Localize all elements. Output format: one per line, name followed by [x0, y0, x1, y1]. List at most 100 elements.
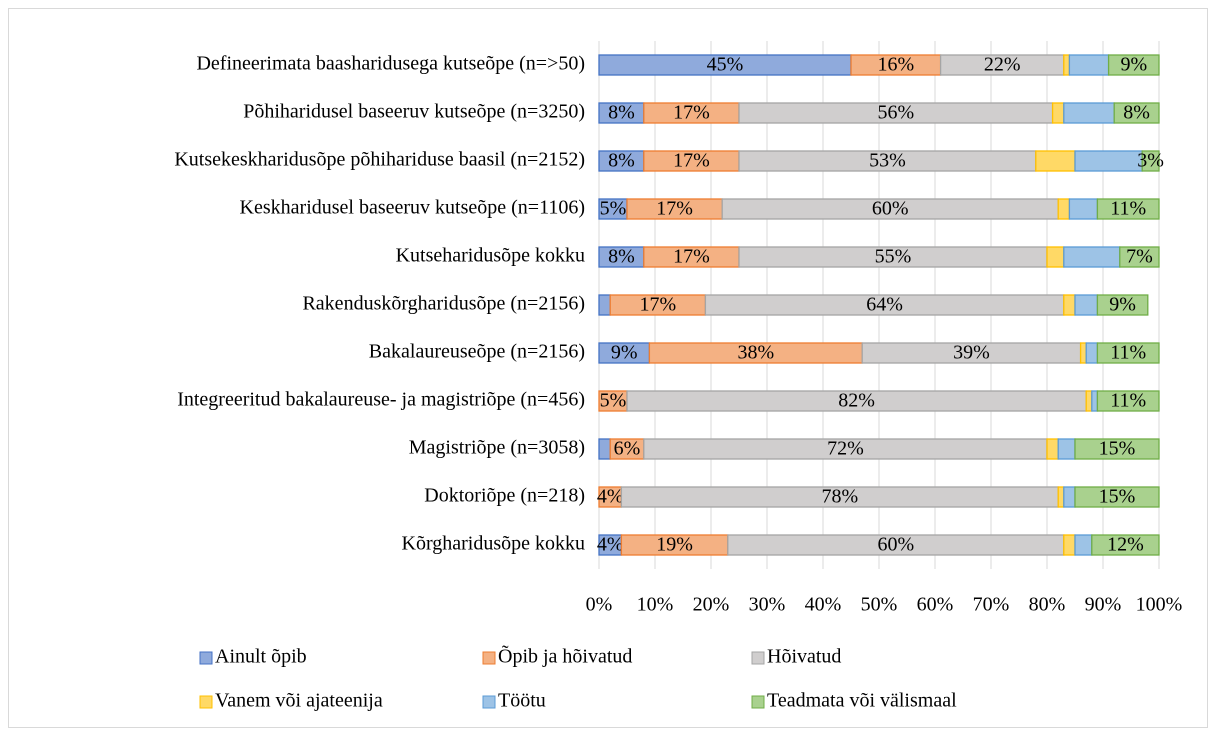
- data-label: 55%: [875, 246, 912, 268]
- data-label: 7%: [1126, 246, 1153, 268]
- data-label: 39%: [953, 342, 990, 364]
- legend-label: Õpib ja hõivatud: [498, 644, 632, 668]
- category-label: Kutsekeskharidusõpe põhihariduse baasil …: [174, 149, 585, 171]
- bar-segment: [1057, 486, 1065, 508]
- x-tick-label: 80%: [1029, 594, 1066, 616]
- legend-swatch: [751, 651, 765, 665]
- bar-segment: [1057, 198, 1071, 220]
- bar-segment: [1074, 438, 1160, 460]
- bar-segment: [1085, 342, 1099, 364]
- x-tick-label: 0%: [586, 594, 613, 616]
- category-label: Magistriõpe (n=3058): [409, 437, 585, 459]
- legend-label: Teadmata või välismaal: [767, 690, 957, 712]
- bar-segment: [598, 438, 611, 460]
- bar-segment: [598, 294, 611, 316]
- bar-segment: [1079, 342, 1087, 364]
- data-label: 17%: [639, 294, 676, 316]
- data-label: 11%: [1110, 198, 1146, 220]
- bar-segment: [1051, 102, 1065, 124]
- data-label: 8%: [608, 246, 635, 268]
- bar-segment: [1119, 246, 1160, 268]
- data-label: 60%: [872, 198, 909, 220]
- x-tick-label: 70%: [973, 594, 1010, 616]
- category-label: Kõrgharidusõpe kokku: [402, 533, 586, 555]
- bar-segment: [1046, 246, 1065, 268]
- data-label: 3%: [1137, 150, 1164, 172]
- bar-segment: [1063, 294, 1076, 316]
- data-label: 11%: [1110, 342, 1146, 364]
- bar-segment: [1091, 534, 1160, 556]
- legend-swatch: [199, 651, 213, 665]
- x-tick-label: 50%: [861, 594, 898, 616]
- x-tick-label: 60%: [917, 594, 954, 616]
- category-label: Kutseharidusõpe kokku: [396, 245, 585, 267]
- x-tick-label: 20%: [693, 594, 730, 616]
- data-label: 15%: [1099, 486, 1136, 508]
- data-label: 60%: [877, 534, 914, 556]
- legend-swatch: [482, 651, 496, 665]
- x-tick-label: 30%: [749, 594, 786, 616]
- data-label: 17%: [673, 102, 710, 124]
- data-label: 8%: [1123, 102, 1150, 124]
- category-label: Doktoriõpe (n=218): [424, 485, 585, 507]
- data-label: 22%: [984, 54, 1021, 76]
- data-label: 4%: [597, 486, 624, 508]
- category-label: Rakenduskõrgharidusõpe (n=2156): [302, 293, 585, 315]
- data-label: 8%: [608, 150, 635, 172]
- data-label: 53%: [869, 150, 906, 172]
- data-label: 12%: [1107, 534, 1144, 556]
- bar-segment: [1096, 390, 1160, 412]
- data-label: 8%: [608, 102, 635, 124]
- bar-segment: [1074, 486, 1160, 508]
- bar-segment: [1085, 390, 1093, 412]
- category-label: Defineerimata baasharidusega kutseõpe (n…: [196, 53, 585, 75]
- bar-segment: [1096, 198, 1160, 220]
- data-label: 17%: [673, 150, 710, 172]
- data-label: 9%: [1120, 54, 1147, 76]
- x-tick-label: 40%: [805, 594, 842, 616]
- bar-segment: [1107, 54, 1160, 76]
- data-label: 72%: [827, 438, 864, 460]
- bar-segment: [1074, 294, 1099, 316]
- bar-segment: [1063, 486, 1076, 508]
- category-label: Integreeritud bakalaureuse- ja magistriõ…: [177, 389, 585, 411]
- bar-segment: [1063, 102, 1115, 124]
- legend-swatch: [199, 695, 213, 709]
- bar-segment: [1057, 438, 1076, 460]
- legend-label: Hõivatud: [767, 646, 841, 668]
- legend-label: Töötu: [498, 690, 546, 712]
- bar-segment: [1074, 534, 1093, 556]
- bar-segment: [1096, 342, 1160, 364]
- data-label: 45%: [707, 54, 744, 76]
- legend-swatch: [751, 695, 765, 709]
- bar-segment: [1063, 534, 1076, 556]
- bar-segment: [1096, 294, 1149, 316]
- category-label: Põhiharidusel baseeruv kutseõpe (n=3250): [243, 101, 585, 123]
- x-tick-label: 10%: [637, 594, 674, 616]
- data-label: 4%: [597, 534, 624, 556]
- legend-swatch: [482, 695, 496, 709]
- category-label: Keskharidusel baseeruv kutseõpe (n=1106): [240, 197, 585, 219]
- bar-segment: [1068, 198, 1099, 220]
- data-label: 78%: [821, 486, 858, 508]
- bar-segment: [1074, 150, 1143, 172]
- data-label: 9%: [1109, 294, 1136, 316]
- data-label: 5%: [600, 390, 627, 412]
- data-label: 17%: [673, 246, 710, 268]
- category-label: Bakalaureuseõpe (n=2156): [369, 341, 585, 363]
- bar-segment: [1035, 150, 1076, 172]
- data-label: 17%: [656, 198, 693, 220]
- bar-segment: [1068, 54, 1110, 76]
- bar-segment: [1141, 150, 1160, 172]
- data-label: 5%: [600, 198, 627, 220]
- bar-segment: [1063, 246, 1121, 268]
- legend-label: Vanem või ajateenija: [215, 690, 383, 712]
- data-label: 56%: [877, 102, 914, 124]
- data-label: 16%: [877, 54, 914, 76]
- data-label: 15%: [1099, 438, 1136, 460]
- x-tick-label: 90%: [1085, 594, 1122, 616]
- bar-segment: [1113, 102, 1160, 124]
- data-label: 11%: [1110, 390, 1146, 412]
- data-label: 82%: [838, 390, 875, 412]
